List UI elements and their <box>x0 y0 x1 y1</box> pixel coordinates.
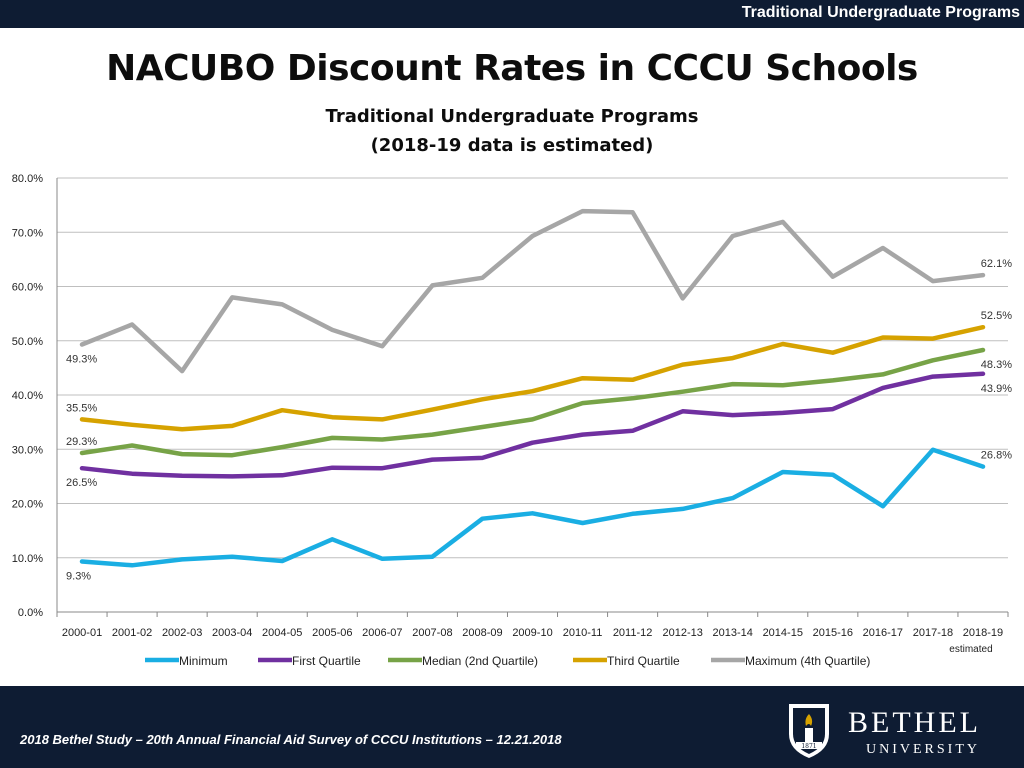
bethel-logo: 1871 BETHEL UNIVERSITY <box>784 700 1014 760</box>
x-tick-label: 2014-15 <box>763 627 803 639</box>
x-tick-label: 2009-10 <box>512 627 552 639</box>
y-tick-label: 0.0% <box>18 607 43 619</box>
data-label: 43.9% <box>981 383 1012 395</box>
data-label: 48.3% <box>981 359 1012 371</box>
footer-text: 2018 Bethel Study – 20th Annual Financia… <box>20 732 562 747</box>
x-tick-label: 2015-16 <box>813 627 853 639</box>
logo-name: BETHEL <box>848 706 981 739</box>
x-tick-label: 2007-08 <box>412 627 452 639</box>
data-label: 62.1% <box>981 258 1012 270</box>
y-tick-label: 10.0% <box>12 553 43 565</box>
x-tick-label: 2012-13 <box>662 627 702 639</box>
x-tick-label: 2002-03 <box>162 627 202 639</box>
data-label: 26.5% <box>66 477 97 489</box>
x-tick-label: 2011-12 <box>613 627 653 639</box>
y-tick-label: 80.0% <box>12 173 43 185</box>
chart-subtitle: Traditional Undergraduate Programs (2018… <box>0 102 1024 160</box>
x-tick-label: 2003-04 <box>212 627 252 639</box>
x-tick-label: 2006-07 <box>362 627 402 639</box>
footer-bar: 2018 Bethel Study – 20th Annual Financia… <box>0 686 1024 768</box>
x-tick-label: 2004-05 <box>262 627 302 639</box>
y-tick-label: 40.0% <box>12 390 43 402</box>
x-tick-label: 2008-09 <box>462 627 502 639</box>
x-tick-label: 2001-02 <box>112 627 152 639</box>
legend-label: First Quartile <box>292 654 361 668</box>
y-tick-label: 20.0% <box>12 499 43 511</box>
legend-label: Third Quartile <box>607 654 680 668</box>
chart-title: NACUBO Discount Rates in CCCU Schools <box>106 48 918 89</box>
subtitle-line-2: (2018-19 data is estimated) <box>370 135 654 156</box>
x-tick-label: 2017-18 <box>913 627 953 639</box>
data-label: 52.5% <box>981 310 1012 322</box>
legend-label: Median (2nd Quartile) <box>422 654 538 668</box>
y-tick-label: 60.0% <box>12 282 43 294</box>
x-tick-label: 2018-19 <box>963 627 1003 639</box>
series-line-3 <box>79 324 986 432</box>
x-tick-label: 2010-11 <box>563 627 603 639</box>
logo-year: 1871 <box>801 743 816 750</box>
shield-icon: 1871 <box>789 704 829 758</box>
y-tick-label: 70.0% <box>12 227 43 239</box>
x-category-note: estimated <box>949 644 992 655</box>
subtitle-line-1: Traditional Undergraduate Programs <box>325 106 699 127</box>
series-line-1 <box>79 371 986 479</box>
legend-label: Minimum <box>179 654 228 668</box>
x-tick-label: 2000-01 <box>62 627 102 639</box>
x-tick-label: 2016-17 <box>863 627 903 639</box>
data-label: 9.3% <box>66 571 91 583</box>
logo-subname: UNIVERSITY <box>866 742 980 757</box>
series-line-0 <box>79 447 986 568</box>
legend-label: Maximum (4th Quartile) <box>745 654 870 668</box>
top-banner: Traditional Undergraduate Programs <box>0 0 1024 28</box>
x-tick-label: 2005-06 <box>312 627 352 639</box>
data-label: 49.3% <box>66 354 97 366</box>
data-label: 29.3% <box>66 436 97 448</box>
data-label: 35.5% <box>66 402 97 414</box>
x-tick-label: 2013-14 <box>713 627 753 639</box>
y-tick-label: 50.0% <box>12 336 43 348</box>
data-label: 26.8% <box>981 450 1012 462</box>
series-line-4 <box>79 208 986 374</box>
y-tick-label: 30.0% <box>12 444 43 456</box>
line-chart: 0.0% 10.0% 20.0% 30.0% 40.0% 50.0% 60.0% 70.0% 8… <box>12 173 1012 668</box>
series-line-2 <box>79 347 986 458</box>
banner-label: Traditional Undergraduate Programs <box>741 4 1020 21</box>
